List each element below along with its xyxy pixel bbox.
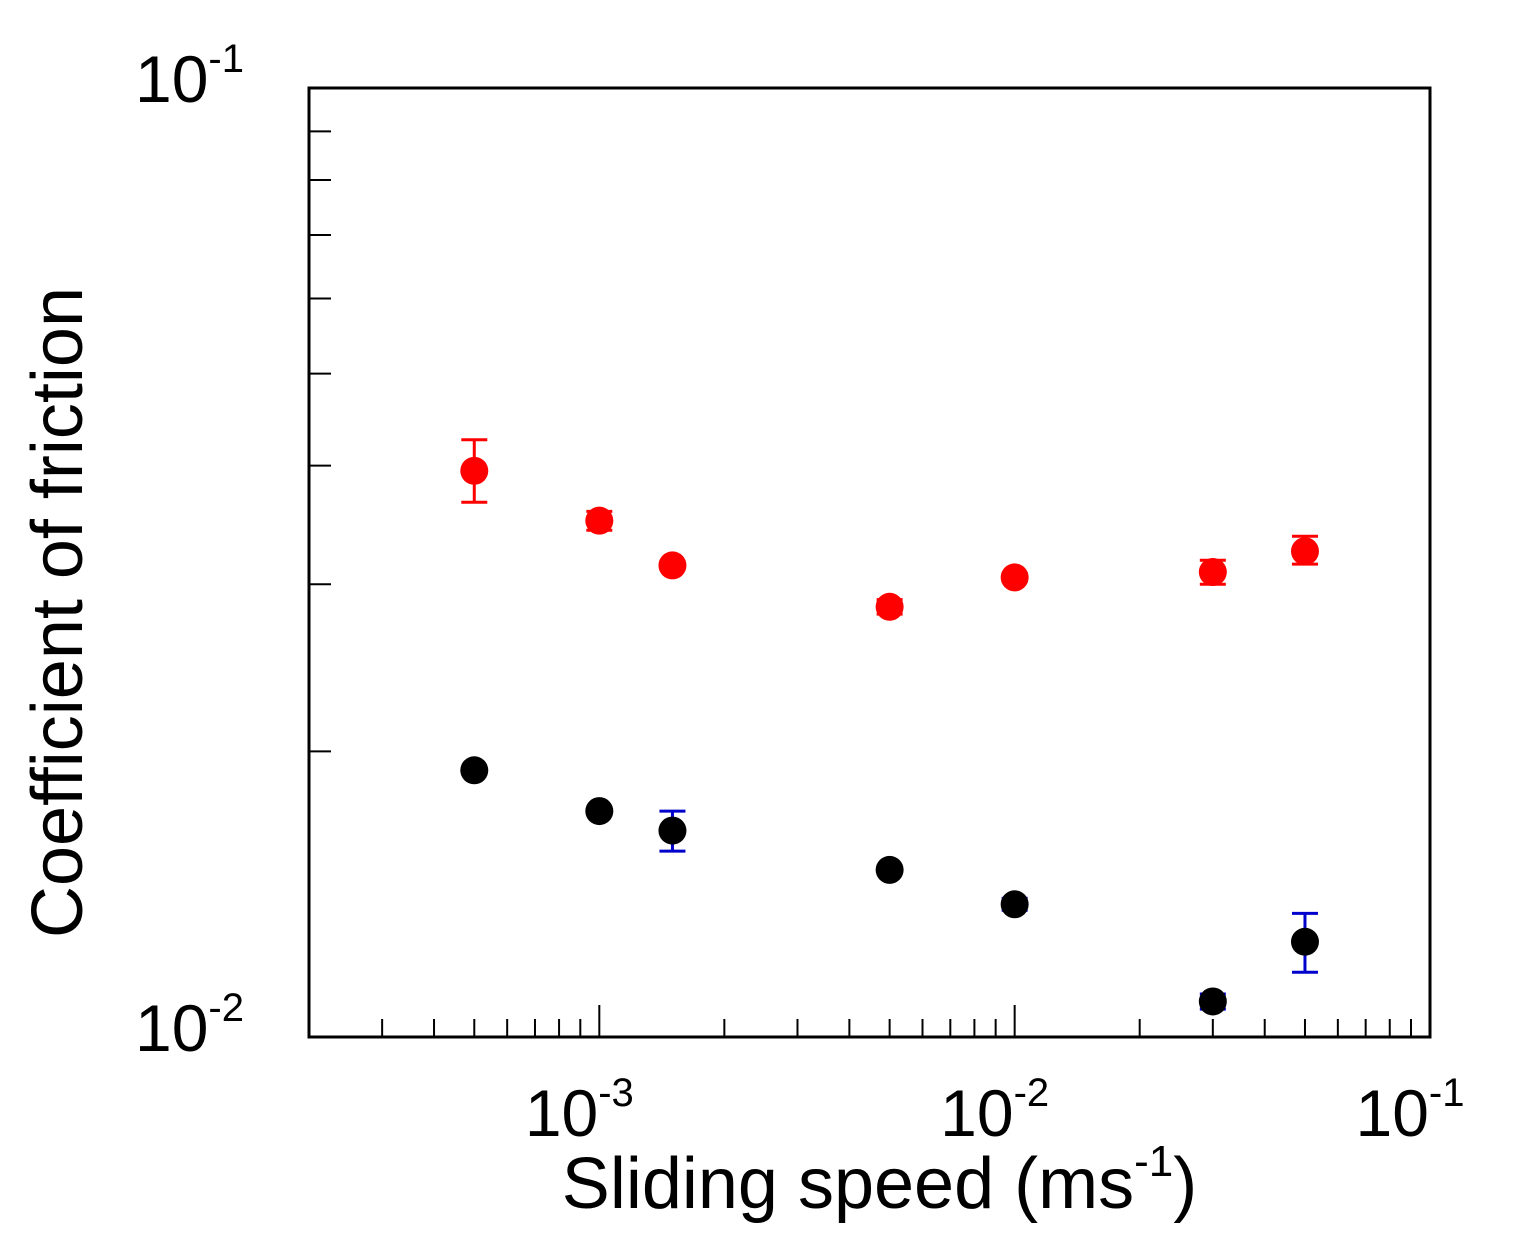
data-point <box>460 456 489 485</box>
x-axis-title: Sliding speed (ms-1) <box>562 1137 1197 1224</box>
data-point <box>658 816 687 845</box>
y-tick-labels: 10-2 10-1 <box>135 37 244 1065</box>
data-point <box>1198 987 1227 1016</box>
data-point <box>585 797 614 826</box>
data-point <box>1290 927 1319 956</box>
x-tick-labels: 10-3 10-2 10-1 <box>525 1071 1465 1150</box>
data-point <box>875 855 904 884</box>
data-point <box>875 592 904 621</box>
data-point <box>658 551 687 580</box>
x-tick-label: 10-2 <box>940 1071 1049 1150</box>
plot-frame <box>307 86 1432 1039</box>
data-point <box>585 506 614 535</box>
x-tick-label: 10-1 <box>1356 1071 1465 1150</box>
series-black <box>460 756 1319 1016</box>
y-tick-label: 10-2 <box>135 986 244 1065</box>
y-tick-label: 10-1 <box>135 37 244 116</box>
plot-series <box>460 438 1319 1016</box>
data-point <box>1198 558 1227 587</box>
data-point <box>1000 890 1029 919</box>
data-point <box>460 756 489 785</box>
data-point <box>1290 537 1319 566</box>
axis-ticks <box>308 87 1431 1038</box>
x-tick-label: 10-3 <box>525 1071 634 1150</box>
y-axis-title: Coefficient of friction <box>18 287 98 938</box>
series-red <box>460 438 1319 621</box>
data-point <box>1000 563 1029 592</box>
